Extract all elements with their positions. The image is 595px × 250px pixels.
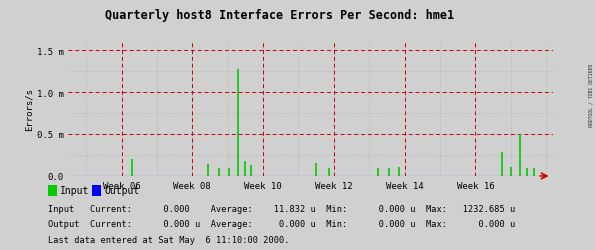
Text: RRDTOOL / TOBI OETIKER: RRDTOOL / TOBI OETIKER <box>588 64 593 126</box>
Text: Last data entered at Sat May  6 11:10:00 2000.: Last data entered at Sat May 6 11:10:00 … <box>48 235 289 244</box>
Text: Output: Output <box>104 186 139 196</box>
Y-axis label: Errors/s: Errors/s <box>25 88 34 131</box>
Text: Output  Current:      0.000 u  Average:     0.000 u  Min:      0.000 u  Max:    : Output Current: 0.000 u Average: 0.000 u… <box>48 219 515 228</box>
Text: Input: Input <box>60 186 89 196</box>
Text: Input   Current:      0.000    Average:    11.832 u  Min:      0.000 u  Max:   1: Input Current: 0.000 Average: 11.832 u M… <box>48 204 515 213</box>
Text: Quarterly host8 Interface Errors Per Second: hme1: Quarterly host8 Interface Errors Per Sec… <box>105 9 454 22</box>
